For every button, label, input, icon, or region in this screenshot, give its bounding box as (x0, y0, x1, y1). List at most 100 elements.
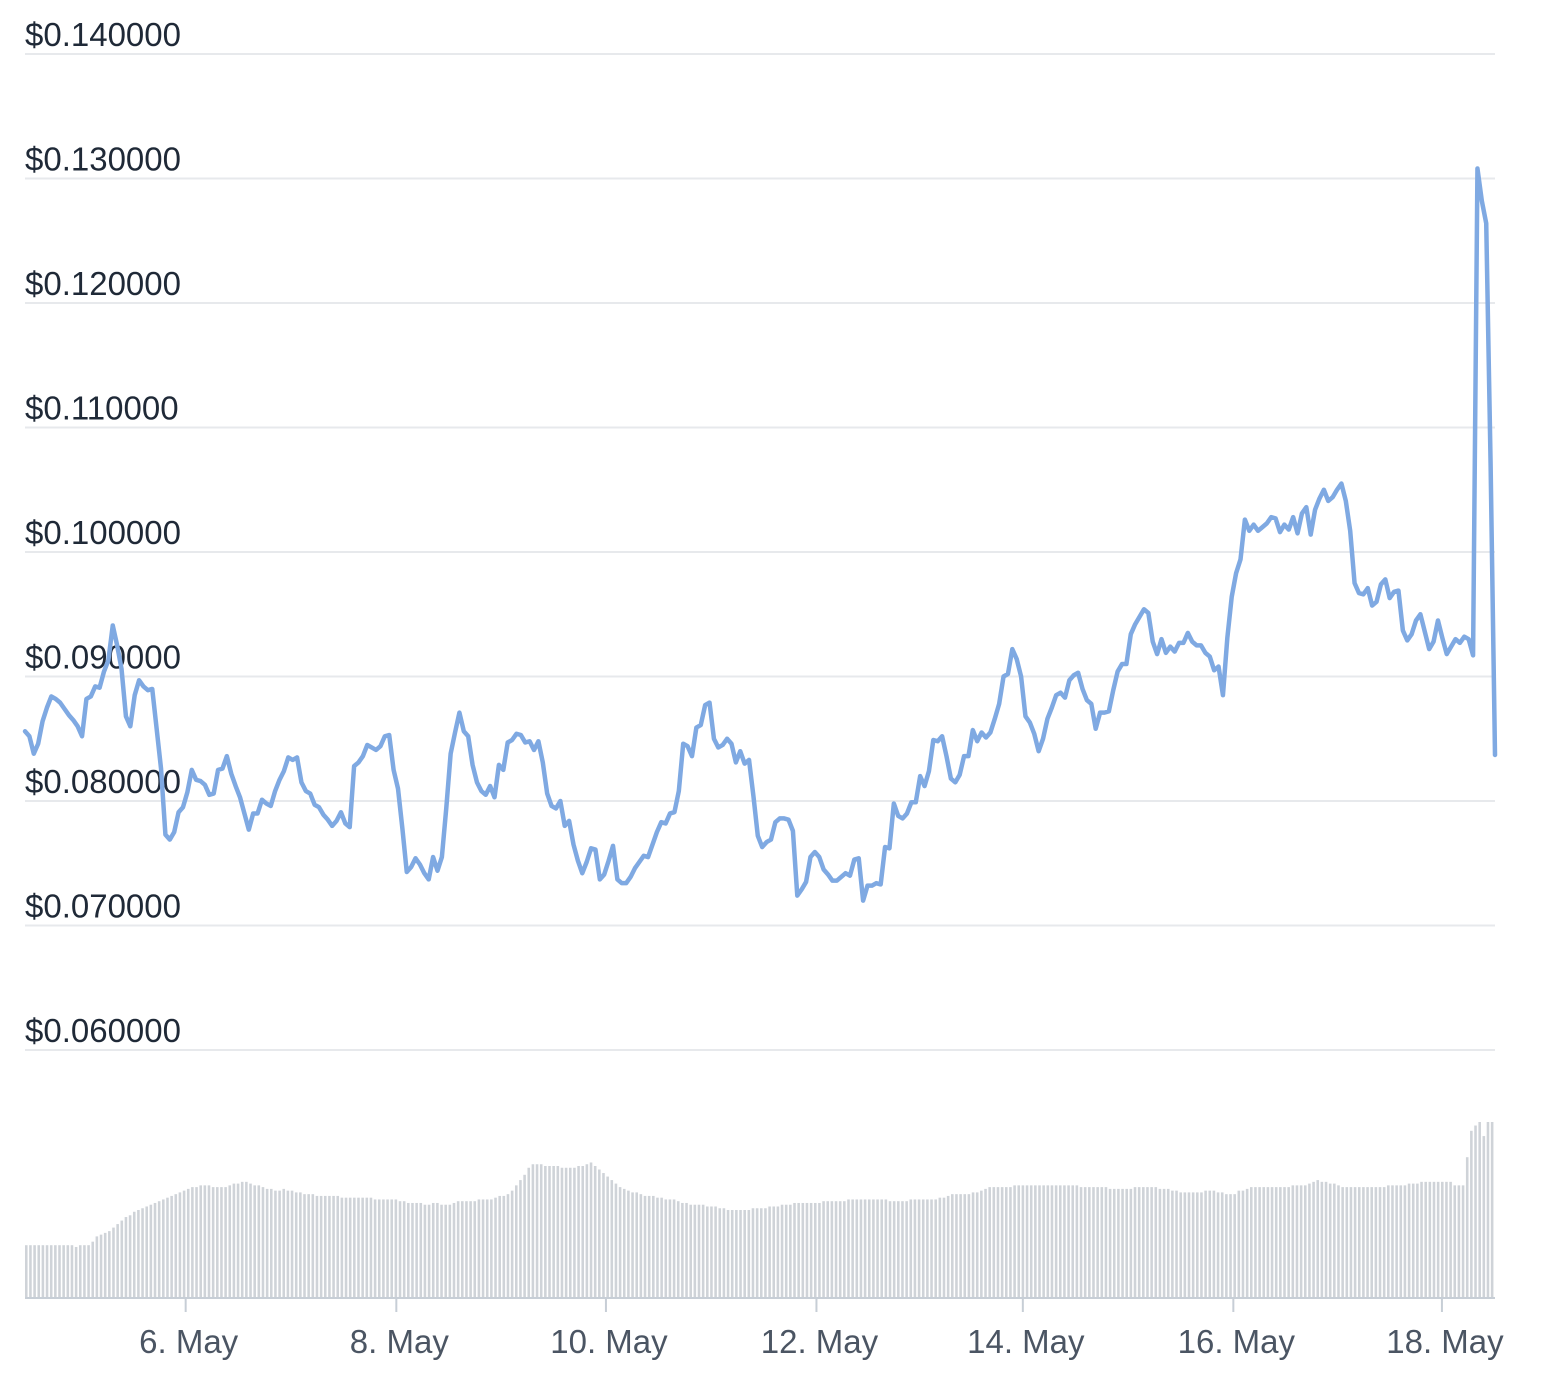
volume-bar (1104, 1187, 1108, 1298)
volume-bar (1038, 1185, 1041, 1298)
volume-bar (1333, 1183, 1336, 1298)
volume-bar (1187, 1192, 1191, 1298)
volume-bar (124, 1217, 128, 1298)
price-point (550, 805, 553, 807)
volume-bar (1337, 1185, 1340, 1298)
volume-bar (515, 1185, 518, 1298)
volume-bar (431, 1202, 435, 1298)
price-series[interactable] (22, 166, 1498, 903)
volume-bar (1399, 1185, 1403, 1298)
volume-bar (407, 1202, 410, 1298)
volume-bar (747, 1210, 751, 1298)
price-point (1217, 665, 1220, 668)
volume-bar (863, 1199, 867, 1298)
volume-bar (606, 1176, 609, 1298)
volume-bar (614, 1183, 618, 1298)
volume-bar (714, 1206, 717, 1298)
volume-bar (793, 1202, 796, 1298)
volume-bar (523, 1174, 526, 1298)
price-point (625, 882, 627, 884)
price-point (164, 833, 167, 836)
price-point (1046, 718, 1049, 720)
price-point (340, 811, 342, 813)
price-point (256, 812, 259, 815)
price-point (287, 756, 290, 759)
volume-bar (1133, 1187, 1137, 1298)
volume-bar (91, 1241, 95, 1298)
price-point (1011, 648, 1014, 650)
volume-bar (1005, 1187, 1008, 1298)
price-point (1393, 591, 1395, 593)
price-point (1327, 500, 1330, 502)
price-point (305, 790, 307, 792)
volume-bar (1058, 1185, 1062, 1298)
price-point (849, 874, 851, 877)
price-point (844, 872, 847, 875)
volume-bar (963, 1194, 967, 1298)
volume-bar (485, 1199, 489, 1298)
price-point (467, 735, 469, 738)
price-point (1204, 652, 1207, 654)
volume-bar (822, 1201, 825, 1298)
volume-bar (1470, 1130, 1473, 1298)
price-point (787, 818, 790, 821)
price-point (50, 695, 53, 698)
y-tick-label: $0.070000 (25, 888, 181, 925)
price-point (318, 806, 320, 809)
y-tick-label: $0.110000 (25, 390, 179, 427)
volume-bar (1117, 1188, 1120, 1298)
price-point (691, 755, 693, 757)
price-point (743, 762, 746, 765)
price-point (107, 659, 110, 662)
price-point (950, 777, 952, 780)
volume-bar (1166, 1188, 1170, 1298)
price-point (1147, 612, 1150, 614)
volume-bar (568, 1167, 572, 1298)
price-point (1463, 635, 1466, 638)
volume-bar (1158, 1188, 1162, 1298)
price-point (735, 761, 737, 764)
volume-bar (1449, 1181, 1452, 1298)
price-point (1358, 592, 1360, 594)
price-point (993, 718, 996, 720)
volume-bar (1382, 1187, 1386, 1298)
price-point (326, 818, 329, 821)
price-point (1323, 488, 1325, 491)
price-point (713, 737, 715, 740)
volume-bar (423, 1204, 427, 1298)
volume-bar (1137, 1187, 1141, 1298)
volume-bar (1017, 1185, 1021, 1298)
volume-bar (548, 1166, 551, 1298)
price-point (476, 781, 478, 784)
price-point (647, 856, 649, 858)
price-point (919, 775, 921, 777)
volume-bar (859, 1199, 863, 1298)
price-point (401, 827, 404, 830)
volume-bar (730, 1210, 734, 1298)
price-point (1345, 500, 1347, 502)
price-point (1441, 637, 1444, 639)
price-point (792, 830, 794, 832)
volume-bar (162, 1199, 165, 1298)
price-point (555, 807, 557, 810)
price-point (313, 803, 316, 806)
price-point (90, 695, 92, 698)
price-point (54, 698, 57, 700)
volume-bar (1088, 1187, 1091, 1298)
volume-bar (228, 1185, 232, 1298)
price-point (1402, 629, 1404, 632)
price-point (502, 769, 505, 771)
price-point (454, 731, 456, 734)
price-point (493, 796, 496, 799)
gridlines (25, 53, 1495, 1051)
price-point (1068, 679, 1071, 682)
y-tick-label: $0.120000 (25, 265, 181, 302)
volume-bar (996, 1187, 1000, 1298)
volume-bar (477, 1199, 481, 1298)
price-point (1476, 167, 1479, 170)
volume-bar (1079, 1187, 1083, 1298)
price-point (1226, 637, 1229, 639)
price-point (1143, 608, 1145, 611)
price-point (835, 879, 838, 882)
